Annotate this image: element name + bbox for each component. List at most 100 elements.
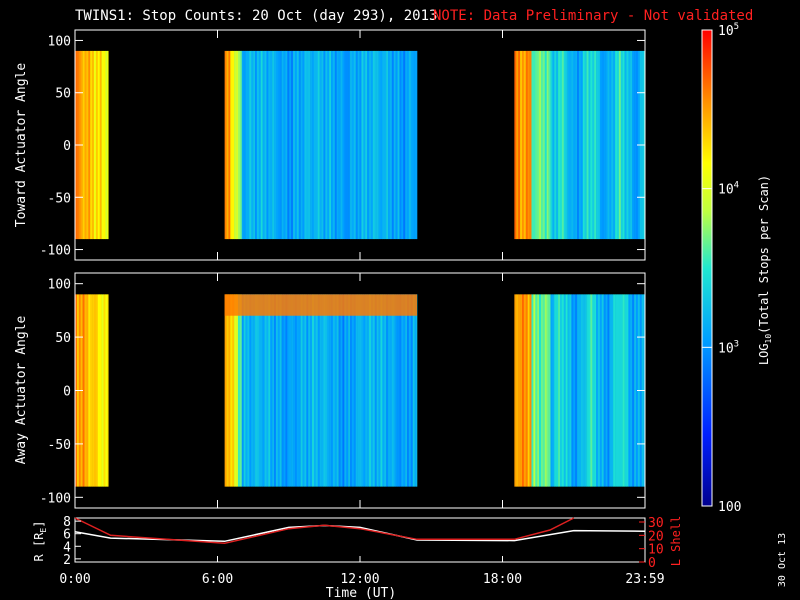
toward-heatmap-column — [632, 50, 635, 240]
toward-heatmap-column — [357, 50, 360, 240]
toward-heatmap-column — [249, 50, 252, 240]
toward-heatmap-column — [94, 50, 97, 240]
toward-heatmap-column — [582, 50, 585, 240]
away-heatmap-column — [563, 294, 566, 487]
away-heatmap-column — [101, 294, 104, 487]
toward-heatmap-column — [302, 50, 305, 240]
toward-heatmap-column — [367, 50, 370, 240]
away-heatmap-column — [338, 294, 341, 487]
away-heatmap-column — [291, 294, 294, 487]
away-heatmap-column — [601, 294, 604, 487]
away-heatmap-column — [281, 294, 284, 487]
toward-heatmap-column — [230, 50, 233, 240]
away-heatmap-column — [310, 294, 313, 487]
toward-heatmap-column — [378, 50, 381, 240]
away-y-tick-label: -100 — [40, 491, 71, 506]
toward-heatmap-column — [540, 50, 544, 240]
toward-heatmap-column — [554, 50, 557, 240]
toward-heatmap-column — [359, 50, 362, 240]
away-heatmap-column — [388, 294, 391, 487]
toward-heatmap-column — [370, 50, 374, 240]
away-heatmap-column — [407, 294, 410, 487]
toward-heatmap-column — [236, 50, 239, 240]
toward-heatmap-column — [245, 50, 248, 240]
away-heatmap-column — [270, 294, 273, 487]
toward-heatmap-column — [521, 50, 525, 240]
away-heatmap-column — [90, 294, 93, 487]
away-heatmap-column — [542, 294, 546, 487]
toward-heatmap-column — [376, 50, 379, 240]
colorbar-tick-label: 105 — [718, 22, 739, 39]
time-tick-label: 0:00 — [59, 572, 90, 587]
away-heatmap-column — [369, 294, 372, 487]
away-heatmap-column — [332, 294, 336, 487]
r-tick-label: 8 — [63, 515, 71, 530]
away-heatmap-column — [405, 294, 408, 487]
away-heatmap-column — [302, 294, 305, 487]
toward-heatmap-column — [291, 50, 294, 240]
away-heatmap-column — [575, 294, 578, 487]
toward-heatmap-column — [306, 50, 309, 240]
away-heatmap-column — [622, 294, 625, 487]
away-heatmap-column — [346, 294, 349, 487]
away-heatmap-column — [331, 294, 334, 487]
away-heatmap-column — [559, 294, 563, 487]
toward-heatmap-column — [275, 50, 279, 240]
away-heatmap-column — [599, 294, 603, 487]
away-heatmap-column — [586, 294, 589, 487]
toward-angle-panel: 100 50 0 -50 -100 — [40, 29, 646, 261]
away-y-tick-label: 100 — [48, 278, 71, 293]
away-heatmap-column — [226, 294, 229, 487]
away-heatmap-column — [393, 294, 396, 487]
toward-heatmap-column — [348, 50, 351, 240]
away-heatmap-column — [401, 294, 404, 487]
toward-heatmap-column — [523, 50, 527, 240]
toward-heatmap-column — [255, 50, 258, 240]
away-heatmap-column — [306, 294, 309, 487]
toward-heatmap-column — [603, 50, 606, 240]
toward-heatmap-column — [332, 50, 336, 240]
away-heatmap-column — [367, 294, 370, 487]
toward-heatmap-column — [577, 50, 580, 240]
toward-heatmap-column — [323, 50, 326, 240]
toward-heatmap-column — [626, 50, 629, 240]
toward-angle-ylabel: Toward Actuator Angle — [14, 63, 29, 228]
away-heatmap-column — [520, 294, 523, 487]
toward-heatmap-column — [393, 50, 396, 240]
away-heatmap-column — [537, 294, 540, 487]
toward-heatmap-column — [525, 50, 528, 240]
away-heatmap-column — [262, 294, 265, 487]
toward-heatmap-column — [518, 50, 521, 240]
away-heatmap-column — [241, 294, 244, 487]
toward-heatmap-column — [414, 50, 417, 240]
away-heatmap-column — [105, 294, 108, 487]
away-heatmap-column — [317, 294, 320, 487]
away-y-tick-label: 50 — [55, 331, 71, 346]
toward-heatmap-column — [310, 50, 313, 240]
toward-heatmap-column — [289, 50, 292, 240]
toward-heatmap-column — [365, 50, 368, 240]
toward-heatmap-column — [97, 50, 100, 240]
toward-heatmap-column — [361, 50, 364, 240]
away-heatmap-column — [403, 294, 406, 487]
toward-heatmap-column — [590, 50, 593, 240]
l-shell-tick-label: 20 — [648, 529, 664, 544]
away-heatmap-column — [239, 294, 243, 487]
toward-heatmap-column — [410, 50, 414, 240]
away-heatmap-column — [527, 294, 530, 487]
away-heatmap-column — [300, 294, 303, 487]
away-heatmap-column — [514, 294, 517, 487]
toward-heatmap-column — [88, 50, 91, 240]
away-heatmap-column — [594, 294, 597, 487]
toward-heatmap-column — [264, 50, 267, 240]
away-heatmap-column — [580, 294, 584, 487]
toward-heatmap-column — [279, 50, 282, 240]
toward-heatmap-column — [241, 50, 244, 240]
away-heatmap-column — [410, 294, 414, 487]
toward-heatmap-column — [351, 50, 355, 240]
away-heatmap-column — [395, 294, 398, 487]
toward-heatmap-column — [386, 50, 389, 240]
toward-heatmap-column — [266, 50, 269, 240]
away-heatmap-column — [378, 294, 381, 487]
